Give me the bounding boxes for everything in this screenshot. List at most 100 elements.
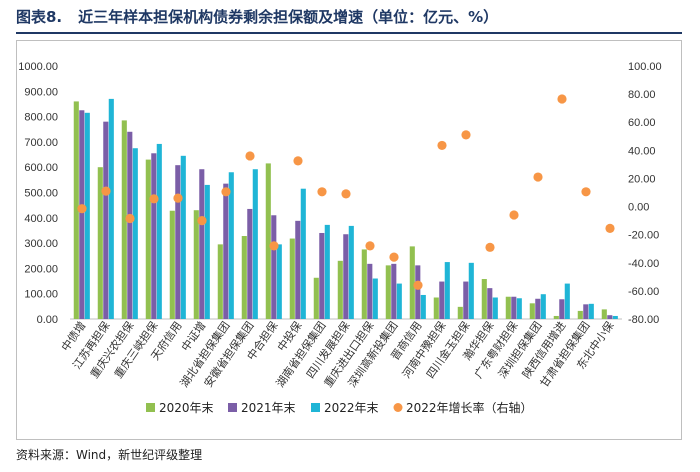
legend-label: 2020年末 — [159, 401, 214, 415]
growth-rate-point — [533, 172, 543, 182]
bar-2021 — [319, 232, 325, 319]
figure-number: 图表8. — [16, 8, 63, 26]
y-right-tick-label: 40.00 — [628, 145, 656, 157]
bar-2020 — [121, 120, 127, 320]
y-right-tick-label: 0.00 — [628, 202, 649, 214]
bar-2020 — [313, 277, 319, 319]
bar-2022 — [84, 112, 90, 320]
y-right-tick-label: 60.00 — [628, 117, 656, 129]
growth-rate-point — [317, 187, 327, 197]
bar-2021 — [343, 234, 349, 319]
growth-rate-point — [485, 242, 495, 252]
bar-2020 — [505, 296, 511, 319]
bar-2021 — [247, 208, 253, 319]
bar-2021 — [511, 296, 517, 319]
bar-2022 — [252, 169, 258, 319]
legend-label: 2022年末 — [324, 401, 379, 415]
y-left-tick-label: 600.00 — [24, 162, 58, 174]
y-left-tick-label: 200.00 — [24, 263, 58, 275]
growth-rate-point — [581, 187, 591, 197]
bar-2022 — [300, 188, 306, 319]
growth-rate-point — [389, 252, 399, 262]
bar-2022 — [348, 225, 354, 319]
bar-2021 — [127, 131, 133, 319]
bar-2021 — [487, 288, 493, 319]
bar-2021 — [271, 215, 277, 319]
bar-2022 — [396, 283, 402, 319]
bar-2020 — [409, 246, 415, 319]
bar-2022 — [564, 283, 570, 319]
bar-2022 — [204, 184, 210, 319]
bar-2020 — [241, 236, 247, 319]
bar-2022 — [588, 303, 594, 319]
bar-2020 — [73, 101, 79, 319]
growth-rate-point — [509, 210, 519, 220]
legend-label: 2022年增长率（右轴） — [406, 400, 533, 415]
legend-swatch-bar-2022 — [311, 403, 320, 412]
bar-2022 — [156, 143, 162, 319]
bar-2022 — [180, 155, 186, 319]
bar-2021 — [367, 263, 373, 319]
growth-rate-point — [413, 280, 423, 290]
y-right-tick-label: 20.00 — [628, 173, 656, 185]
growth-rate-point — [437, 140, 447, 151]
bar-2022 — [516, 298, 522, 319]
y-right-tick-label: -80.00 — [628, 314, 659, 326]
growth-rate-point — [221, 187, 231, 197]
legend-swatch-bar-2020 — [146, 403, 155, 412]
legend-label: 2021年末 — [241, 401, 296, 415]
chart-frame — [16, 40, 682, 440]
growth-rate-point — [341, 189, 351, 199]
y-left-tick-label: 1000.00 — [18, 61, 58, 73]
bar-2021 — [415, 265, 421, 319]
bar-2020 — [361, 249, 367, 319]
growth-rate-point — [269, 241, 279, 251]
bar-2021 — [103, 121, 109, 319]
y-left-tick-label: 100.00 — [24, 289, 58, 301]
growth-rate-point — [149, 194, 159, 204]
bar-2020 — [577, 310, 583, 319]
bar-2022 — [372, 278, 378, 319]
bar-2020 — [217, 244, 223, 319]
bar-2020 — [193, 210, 199, 319]
bar-2021 — [223, 183, 229, 319]
bar-2021 — [151, 153, 157, 319]
bar-2021 — [439, 281, 445, 319]
y-left-tick-label: 400.00 — [24, 213, 58, 225]
legend-swatch-bar-2021 — [228, 403, 237, 412]
y-left-tick-label: 900.00 — [24, 86, 58, 98]
growth-rate-point — [173, 193, 183, 203]
bar-2021 — [391, 263, 397, 319]
bar-2022 — [612, 315, 618, 319]
bar-2021 — [535, 298, 541, 319]
y-right-tick-label: 80.00 — [628, 89, 656, 101]
growth-rate-point — [461, 130, 471, 140]
bar-2020 — [553, 315, 559, 319]
y-right-tick-label: -20.00 — [628, 230, 659, 242]
bar-2021 — [583, 304, 589, 319]
bar-2021 — [463, 281, 469, 319]
bar-2020 — [601, 309, 607, 319]
source-note: 资料来源：Wind，新世纪评级整理 — [16, 448, 203, 462]
bar-2021 — [175, 165, 181, 319]
bar-2020 — [433, 297, 439, 319]
y-right-tick-label: -40.00 — [628, 258, 659, 270]
growth-rate-point — [365, 241, 375, 251]
bar-2021 — [607, 315, 613, 319]
growth-rate-point — [197, 216, 207, 226]
bar-2020 — [481, 279, 487, 319]
growth-rate-point — [605, 223, 615, 233]
y-left-tick-label: 300.00 — [24, 238, 58, 250]
growth-rate-point — [245, 151, 255, 161]
y-left-tick-label: 700.00 — [24, 137, 58, 149]
growth-rate-point — [557, 94, 567, 104]
bar-2021 — [79, 110, 85, 320]
bar-2020 — [97, 167, 103, 319]
bar-2020 — [529, 303, 535, 319]
bar-2020 — [169, 210, 175, 319]
bar-2020 — [385, 265, 391, 319]
bar-2022 — [276, 244, 282, 319]
bar-2021 — [295, 220, 301, 319]
figure-title: 图表8. 近三年样本担保机构债券剩余担保额及增速（单位：亿元、%） — [16, 6, 498, 27]
